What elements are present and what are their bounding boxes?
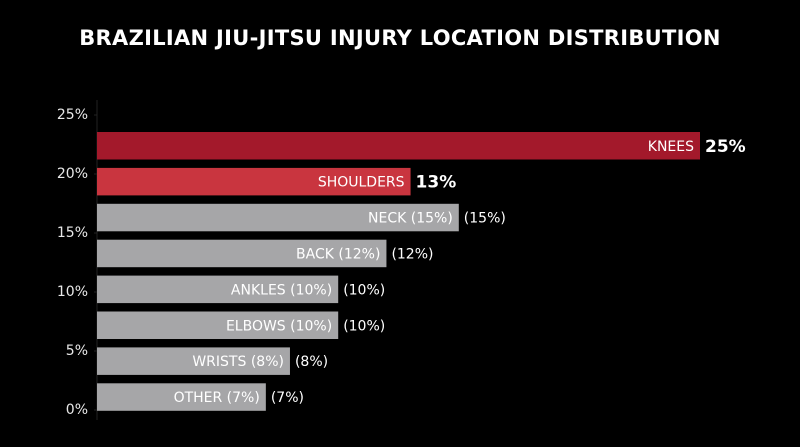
bar [97,167,411,196]
bar [97,311,339,339]
value-label: (8%) [295,354,328,370]
bar [97,347,290,375]
y-tick-label: 0% [66,402,88,418]
value-label: 13% [416,173,457,193]
bar-label: BACK (12%) [296,246,380,262]
y-tick-label: 10% [57,284,88,300]
bar [97,275,339,304]
bar [97,383,266,411]
bar [97,132,700,160]
bar-label: KNEES [648,139,694,155]
value-label: (7%) [271,390,304,406]
value-label: (12%) [391,246,433,262]
y-tick-label: 5% [66,343,88,359]
value-label: (15%) [464,211,506,227]
bar-label: NECK (15%) [368,211,453,227]
value-label: 25% [705,137,746,157]
bar-label: OTHER (7%) [174,390,260,406]
bar-label: ELBOWS (10%) [226,318,332,334]
y-tick-label: 20% [57,166,88,182]
value-label: (10%) [343,282,385,298]
bar-label: ANKLES (10%) [231,282,332,298]
chart-title: BRAZILIAN JIU-JITSU INJURY LOCATION DIST… [79,26,721,50]
bar [97,203,459,232]
value-label: (10%) [343,318,385,334]
y-tick-label: 15% [57,225,88,241]
bar-label: WRISTS (8%) [192,354,284,370]
bar [97,239,387,268]
y-tick-label: 25% [57,107,88,123]
bar-label: SHOULDERS [318,175,405,191]
